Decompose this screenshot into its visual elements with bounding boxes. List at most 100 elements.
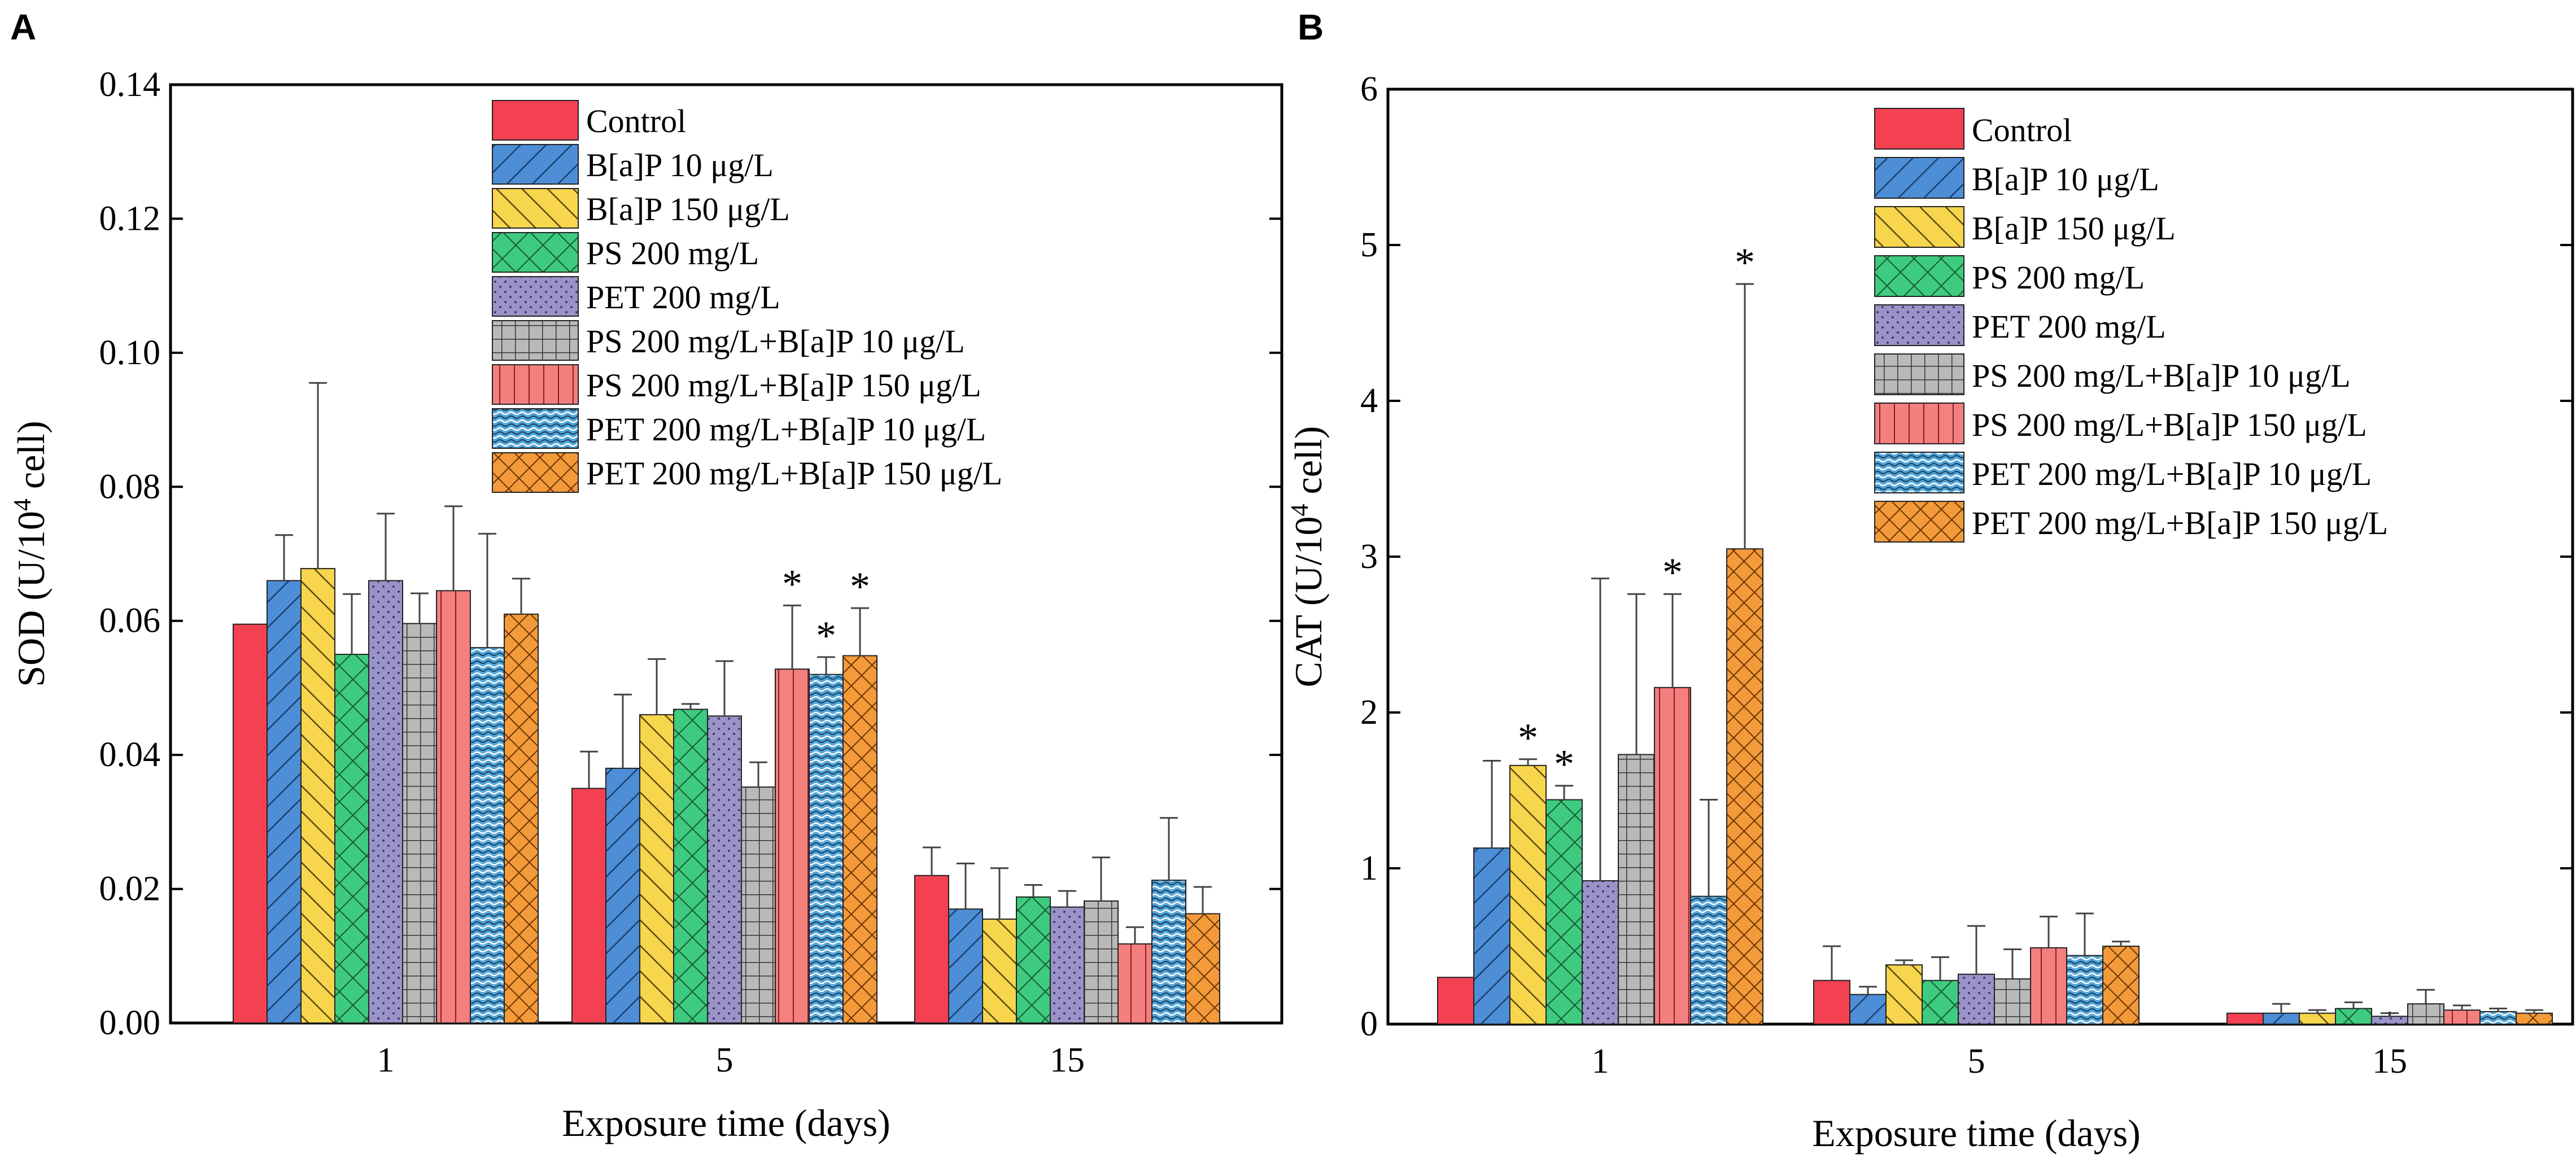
bar xyxy=(1958,973,1995,1025)
legend-label: Control xyxy=(1972,112,2072,148)
significance-marker: * xyxy=(1554,742,1574,787)
legend-label: PET 200 mg/L+B[a]P 150 μg/L xyxy=(586,455,1002,492)
legend-label: PS 200 mg/L+B[a]P 10 μg/L xyxy=(1972,357,2351,394)
legend-swatch xyxy=(492,364,579,405)
bar xyxy=(1726,548,1763,1025)
legend-swatch xyxy=(1874,501,1964,543)
y-tick-label: 0.02 xyxy=(99,870,161,908)
bar xyxy=(1654,687,1691,1025)
x-tick-label: 1 xyxy=(377,1041,395,1079)
legend-swatch xyxy=(1874,403,1964,444)
legend-swatch xyxy=(492,408,579,449)
legend-label: PS 200 mg/L+B[a]P 150 μg/L xyxy=(1972,406,2367,443)
legend-label: PS 200 mg/L xyxy=(1972,259,2145,296)
legend-label: PET 200 mg/L+B[a]P 10 μg/L xyxy=(1972,456,2372,492)
legend-swatch xyxy=(492,188,579,229)
legend-swatch xyxy=(1874,255,1964,297)
bar xyxy=(2299,1012,2336,1025)
y-tick-label: 0.08 xyxy=(99,467,161,506)
x-tick-label: 5 xyxy=(716,1041,733,1079)
x-tick-label: 15 xyxy=(1050,1041,1085,1079)
bar xyxy=(267,580,302,1024)
y-tick-label: 6 xyxy=(1360,70,1378,108)
y-tick-label: 1 xyxy=(1360,849,1378,887)
significance-marker: * xyxy=(850,564,870,609)
panel-b-y-axis-title-superscript: 4 xyxy=(1286,504,1313,516)
legend-swatch xyxy=(492,144,579,185)
legend-label: B[a]P 150 μg/L xyxy=(586,191,790,228)
panel-a: A 0.000.020.040.060.080.100.120.14 1 5 15 … xyxy=(8,7,1283,1144)
bar xyxy=(334,654,369,1024)
bar xyxy=(1885,964,1923,1025)
panel-a-y-axis-title-main: SOD (U/10 xyxy=(10,511,53,687)
bar xyxy=(842,655,877,1024)
panel-a-y-axis: 0.00 0.02 0.04 0.06 0.08 0.10 0.12 0.14 xyxy=(99,65,1282,1042)
significance-marker: * xyxy=(816,613,836,658)
bar xyxy=(639,714,674,1024)
bar xyxy=(470,647,505,1024)
y-tick-label: 0.04 xyxy=(99,736,161,774)
x-tick-label: 1 xyxy=(1592,1042,1609,1081)
significance-marker: * xyxy=(1518,715,1538,760)
legend-swatch xyxy=(492,100,579,141)
y-tick-label: 5 xyxy=(1360,226,1378,264)
bar xyxy=(1185,913,1220,1024)
x-tick-label: 15 xyxy=(2372,1042,2407,1081)
significance-marker: * xyxy=(782,561,802,606)
panel-a-y-axis-title-tail: cell) xyxy=(10,421,53,499)
legend-swatch xyxy=(1874,304,1964,346)
panel-a-x-axis: 1 5 15 xyxy=(377,1011,1085,1079)
bar xyxy=(1437,977,1474,1025)
legend-label: PS 200 mg/L+B[a]P 150 μg/L xyxy=(586,367,981,404)
panel-b-y-axis-title: CAT (U/104 cell) xyxy=(1286,426,1330,688)
panel-a-y-axis-title-superscript: 4 xyxy=(8,499,36,511)
bar xyxy=(605,767,640,1024)
y-tick-label: 0 xyxy=(1360,1005,1378,1043)
panel-b-bars: * * * * xyxy=(1437,240,2553,1025)
bar xyxy=(707,715,742,1024)
bar xyxy=(1473,847,1510,1025)
legend-label: PET 200 mg/L+B[a]P 10 μg/L xyxy=(586,411,986,448)
legend-label: Control xyxy=(586,103,686,139)
y-tick-label: 0.10 xyxy=(99,334,161,372)
bar xyxy=(1016,896,1051,1024)
bar xyxy=(741,786,776,1024)
bar xyxy=(2407,1003,2444,1025)
legend-label: B[a]P 10 μg/L xyxy=(1972,161,2159,198)
bar xyxy=(982,918,1017,1024)
bar xyxy=(2263,1012,2300,1025)
y-tick-label: 4 xyxy=(1360,382,1378,420)
bar xyxy=(2030,947,2067,1025)
bar xyxy=(2066,955,2103,1025)
bar xyxy=(2479,1011,2517,1025)
legend-label: PS 200 mg/L+B[a]P 10 μg/L xyxy=(586,323,965,360)
bar xyxy=(1509,764,1547,1025)
bar xyxy=(233,623,268,1024)
significance-marker: * xyxy=(1735,240,1755,285)
y-tick-label: 0.06 xyxy=(99,602,161,640)
legend-label: PET 200 mg/L xyxy=(586,279,780,316)
legend-swatch xyxy=(1874,353,1964,395)
bar xyxy=(1690,895,1727,1025)
bar xyxy=(673,709,708,1024)
bar xyxy=(402,623,437,1024)
legend-label: PET 200 mg/L+B[a]P 150 μg/L xyxy=(1972,505,2388,541)
bar xyxy=(1922,980,1959,1025)
legend-label: B[a]P 10 μg/L xyxy=(586,147,774,183)
bar xyxy=(2226,1012,2264,1025)
y-tick-label: 0.12 xyxy=(99,199,161,238)
panel-a-letter: A xyxy=(10,7,36,47)
y-tick-label: 2 xyxy=(1360,693,1378,732)
legend-swatch xyxy=(492,276,579,317)
panel-a-bars: * * * xyxy=(233,382,1220,1024)
legend-swatch xyxy=(1874,452,1964,493)
bar xyxy=(948,908,983,1024)
bar xyxy=(504,613,539,1024)
panel-b-y-axis-title-tail: cell) xyxy=(1287,426,1330,504)
bar xyxy=(914,875,949,1024)
bar xyxy=(775,668,810,1024)
panel-a-legend: Control B[a]P 10 μg/L B[a]P 150 μg/L PS 200… xyxy=(492,100,1002,493)
bar xyxy=(1084,900,1119,1024)
